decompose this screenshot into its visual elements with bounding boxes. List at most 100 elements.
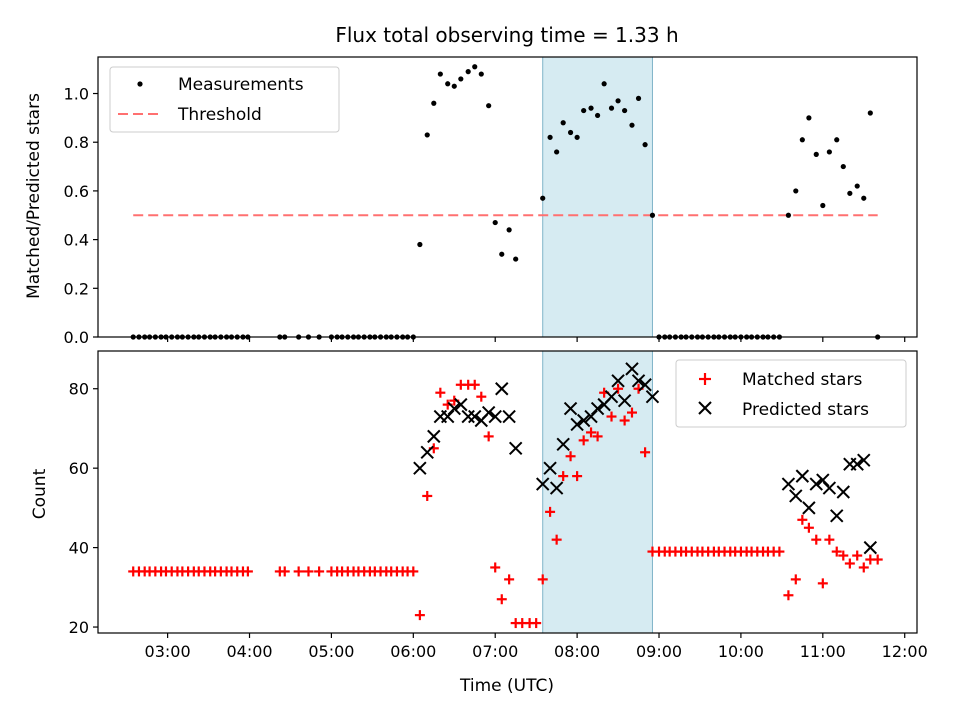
measurement-point xyxy=(594,112,601,119)
measurement-point xyxy=(840,163,846,170)
measurement-point xyxy=(608,105,615,111)
chart-title: Flux total observing time = 1.33 h xyxy=(335,23,678,47)
matched-star-point xyxy=(852,550,863,561)
measurement-point xyxy=(601,81,607,87)
matched-star-point xyxy=(774,546,785,557)
measurement-point xyxy=(465,69,471,75)
legend-measurements-label: Measurements xyxy=(178,75,304,95)
measurement-point xyxy=(635,95,642,101)
predicted-star-point xyxy=(809,477,823,491)
bottom-axes-frame xyxy=(97,350,918,634)
matched-star-point xyxy=(831,546,842,557)
measurement-point xyxy=(649,212,656,218)
measurement-point xyxy=(799,137,805,143)
measurement-point xyxy=(458,76,464,82)
predicted-star-point xyxy=(481,405,496,420)
predicted-star-point xyxy=(447,401,461,416)
measurement-point xyxy=(478,71,484,77)
measurement-point xyxy=(547,134,553,140)
matched-star-point xyxy=(490,562,501,573)
measurement-point xyxy=(622,107,628,114)
predicted-star-point xyxy=(563,401,578,416)
measurement-point xyxy=(417,241,423,248)
predicted-star-point xyxy=(549,481,564,495)
predicted-star-point xyxy=(556,437,570,452)
matched-star-point xyxy=(504,574,515,585)
measurement-point xyxy=(513,256,519,262)
y-tick-label: 0.4 xyxy=(64,231,89,250)
measurement-point xyxy=(574,134,580,140)
matched-star-point xyxy=(578,435,589,446)
predicted-star-point xyxy=(857,453,871,467)
measurement-point xyxy=(785,212,792,218)
matched-star-point xyxy=(872,554,883,565)
predicted-star-point xyxy=(543,461,557,475)
bottom-y-axis-label: Count xyxy=(30,468,50,519)
bottom-highlight-span xyxy=(542,350,653,634)
predicted-star-point xyxy=(468,409,482,424)
matched-star-point xyxy=(303,566,314,577)
measurement-point xyxy=(834,137,840,143)
predicted-star-point xyxy=(576,413,591,428)
x-tick-label: 08:00 xyxy=(554,642,600,661)
top-legend: Measurements Threshold xyxy=(109,66,340,133)
predicted-star-point xyxy=(495,382,509,396)
predicted-star-point xyxy=(454,397,468,412)
predicted-star-point xyxy=(590,401,605,416)
measurement-point xyxy=(506,227,512,233)
measurement-point xyxy=(540,195,546,201)
bottom-x-axis-label: Time (UTC) xyxy=(459,676,554,696)
bottom-legend: Matched stars Predicted stars xyxy=(675,359,907,428)
measurement-point xyxy=(820,202,826,209)
x-tick-label: 06:00 xyxy=(390,642,436,661)
top-axes-frame xyxy=(97,56,918,338)
predicted-star-point xyxy=(802,501,816,515)
measurement-point xyxy=(431,100,437,106)
x-tick-label: 07:00 xyxy=(472,642,518,661)
y-tick-label: 0.8 xyxy=(64,133,89,152)
y-tick-label: 20 xyxy=(69,618,89,637)
matched-star-point xyxy=(824,534,835,545)
bottom-legend-frame xyxy=(675,359,907,428)
measurement-point xyxy=(615,98,621,104)
x-tick-label: 12:00 xyxy=(882,642,928,661)
measurement-point xyxy=(847,190,853,196)
predicted-star-point xyxy=(836,485,850,499)
measurement-point xyxy=(492,219,498,226)
matched-star-point xyxy=(619,415,630,426)
top-y-axis: 0.0 0.2 0.4 0.6 0.8 1.0 xyxy=(64,85,98,347)
legend-matched-label: Matched stars xyxy=(742,370,862,390)
predicted-star-point xyxy=(617,393,632,408)
y-tick-label: 0.2 xyxy=(64,279,89,298)
matched-star-point xyxy=(545,506,556,517)
measurement-point xyxy=(588,105,594,111)
predicted-star-point xyxy=(536,477,550,491)
matched-star-points xyxy=(128,379,883,629)
y-tick-label: 40 xyxy=(69,539,89,558)
matched-star-point xyxy=(572,471,583,482)
measurement-point xyxy=(642,142,648,148)
matched-star-point xyxy=(293,566,304,577)
top-highlight-span xyxy=(542,56,653,338)
legend-predicted-marker xyxy=(698,401,712,415)
predicted-star-point xyxy=(830,509,844,523)
matched-star-point xyxy=(790,574,801,585)
predicted-star-point xyxy=(570,417,584,432)
y-tick-label: 80 xyxy=(69,380,89,399)
y-tick-label: 0.0 xyxy=(64,328,89,347)
x-tick-label: 10:00 xyxy=(718,642,764,661)
matched-star-point xyxy=(551,534,562,545)
y-tick-label: 1.0 xyxy=(64,85,89,104)
predicted-star-point xyxy=(508,441,523,456)
matched-star-point xyxy=(279,566,290,577)
matched-star-point xyxy=(537,574,548,585)
matched-star-point xyxy=(422,490,433,501)
predicted-star-point xyxy=(413,461,427,475)
predicted-star-point xyxy=(795,469,810,483)
top-y-axis-label: Matched/Predicted stars xyxy=(24,93,44,299)
matched-star-point xyxy=(314,566,325,577)
predicted-star-point xyxy=(625,362,639,376)
measurement-point xyxy=(499,251,505,257)
y-tick-label: 60 xyxy=(69,459,89,478)
x-tick-label: 09:00 xyxy=(636,642,682,661)
